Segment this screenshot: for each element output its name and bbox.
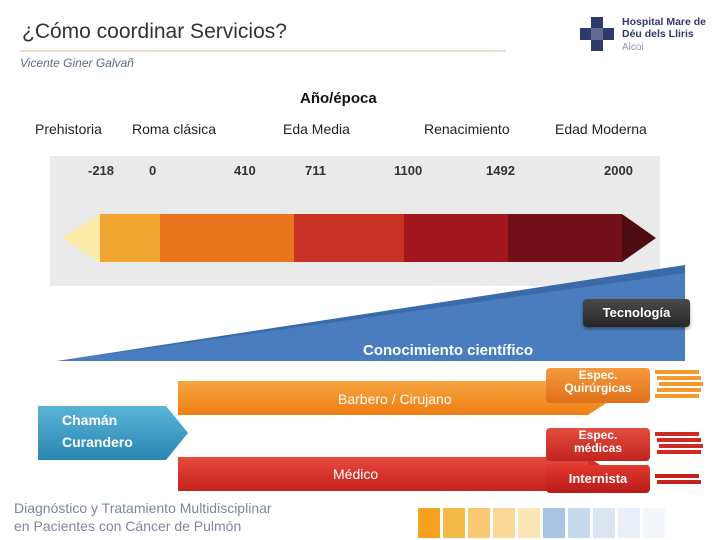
footer-square bbox=[418, 508, 440, 538]
year-label: 1492 bbox=[486, 163, 515, 178]
stack-line bbox=[657, 438, 701, 442]
year-label: -218 bbox=[88, 163, 115, 178]
hospital-logo: Hospital Mare de Déu dels Lliris Alcoi bbox=[578, 14, 713, 54]
espec-medicas-line-2: médicas bbox=[573, 441, 623, 455]
stack-line bbox=[655, 432, 699, 436]
espec-medicas-line-1: Espec. bbox=[578, 428, 618, 442]
timeline-segment bbox=[622, 214, 656, 262]
stack-line bbox=[657, 388, 701, 392]
year-label: 0 bbox=[149, 163, 157, 178]
stack-line bbox=[657, 480, 701, 484]
footer-line-1: Diagnóstico y Tratamiento Multidisciplin… bbox=[14, 500, 272, 516]
footer-color-squares bbox=[418, 0, 718, 540]
internista-box: Internista bbox=[546, 465, 650, 493]
espec-quirurgicas-line-2: Quirúrgicas bbox=[564, 381, 632, 395]
era-label: Roma clásica bbox=[132, 121, 217, 137]
title-underline bbox=[20, 50, 506, 52]
chaman-label: Chamán bbox=[62, 412, 118, 428]
footer-square bbox=[643, 508, 665, 538]
footer-square bbox=[618, 508, 640, 538]
footer-square bbox=[593, 508, 615, 538]
internista-stack bbox=[655, 472, 705, 488]
timeline-segment bbox=[100, 214, 160, 262]
stack-line bbox=[657, 450, 701, 454]
logo-line-3: Alcoi bbox=[622, 42, 644, 53]
surgical-specialty-stack bbox=[655, 368, 705, 404]
author-name: Vicente Giner Galvañ bbox=[20, 56, 134, 70]
timeline-arrow bbox=[62, 214, 656, 262]
timeline-segment bbox=[508, 214, 622, 262]
stack-line bbox=[659, 444, 703, 448]
espec-quirurgicas-line-1: Espec. bbox=[578, 368, 618, 382]
espec-medicas-box: Espec. médicas bbox=[546, 428, 650, 461]
stack-line bbox=[655, 474, 699, 478]
era-label: Prehistoria bbox=[35, 121, 102, 137]
medical-cross-icon bbox=[580, 17, 614, 51]
footer-square bbox=[543, 508, 565, 538]
logo-line-2: Déu dels Lliris bbox=[622, 28, 694, 40]
curandero-label: Curandero bbox=[62, 434, 133, 450]
stack-line bbox=[659, 382, 703, 386]
year-label: 711 bbox=[305, 163, 326, 178]
footer-square bbox=[468, 508, 490, 538]
knowledge-triangle bbox=[57, 265, 685, 361]
timeline-segment bbox=[62, 214, 100, 262]
year-label: 410 bbox=[234, 163, 256, 178]
timeline-segment bbox=[294, 214, 404, 262]
timeline-segment bbox=[404, 214, 508, 262]
medical-specialty-stack bbox=[655, 430, 705, 464]
footer-square bbox=[493, 508, 515, 538]
footer-square bbox=[568, 508, 590, 538]
era-label: Renacimiento bbox=[424, 121, 510, 137]
footer-line-2: en Pacientes con Cáncer de Pulmón bbox=[14, 518, 242, 534]
medico-label: Médico bbox=[333, 466, 379, 482]
year-label: 1100 bbox=[394, 163, 423, 178]
tecnologia-label: Tecnología bbox=[583, 299, 690, 327]
timeline-segment bbox=[160, 214, 294, 262]
year-label: 2000 bbox=[604, 163, 633, 178]
page-title: ¿Cómo coordinar Servicios? bbox=[22, 20, 287, 43]
stack-line bbox=[657, 376, 701, 380]
medico-bar bbox=[178, 457, 588, 491]
stack-line bbox=[655, 394, 699, 398]
era-label: Edad Moderna bbox=[555, 121, 647, 137]
era-label: Eda Media bbox=[283, 121, 350, 137]
barbero-cirujano-bar bbox=[178, 381, 588, 415]
conocimiento-label: Conocimiento científico bbox=[363, 342, 534, 359]
footer-square bbox=[443, 508, 465, 538]
stack-line bbox=[655, 370, 699, 374]
chaman-curandero-arrow: Chamán Curandero bbox=[38, 404, 190, 462]
timeline-axis-title: Año/época bbox=[300, 90, 377, 107]
barbero-cirujano-label: Barbero / Cirujano bbox=[338, 391, 452, 407]
logo-line-1: Hospital Mare de bbox=[622, 16, 707, 28]
footer-square bbox=[518, 508, 540, 538]
espec-quirurgicas-box: Espec. Quirúrgicas bbox=[546, 368, 650, 403]
